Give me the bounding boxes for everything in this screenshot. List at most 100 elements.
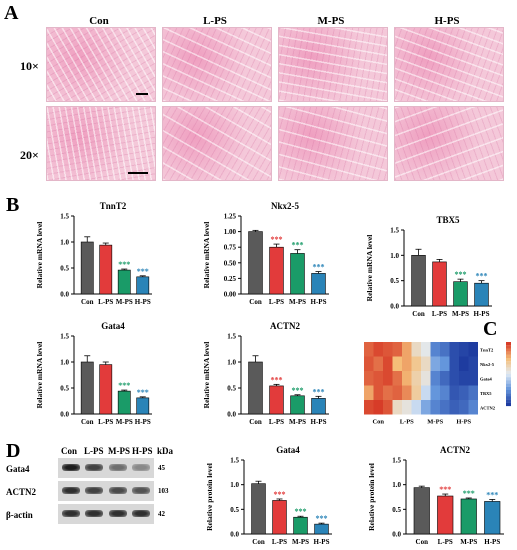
heatmap-scale-segment — [506, 370, 511, 375]
heatmap-cell — [430, 385, 440, 400]
y-tick-label: 1.0 — [60, 239, 69, 247]
x-tick-label: M-PS — [452, 310, 469, 318]
blot-band — [62, 464, 80, 471]
heatmap-cell — [440, 385, 450, 400]
y-tick-label: 0.0 — [60, 411, 69, 419]
heatmap-row-label: Nkx2-5 — [480, 362, 495, 367]
x-tick-label: Con — [412, 310, 425, 318]
western-blot: Con L-PS M-PS H-PS kDa Gata4 ACTN2 β-act… — [2, 442, 198, 532]
blot-kda-beta-actin: 42 — [158, 510, 165, 518]
bar-con — [80, 361, 94, 415]
heatmap-cell — [411, 400, 421, 415]
heatmap-scale-segment — [506, 377, 511, 381]
x-tick-label: L-PS — [438, 538, 453, 546]
heatmap-cell — [402, 400, 412, 415]
blot-band — [62, 510, 80, 517]
significance-label: *** — [463, 489, 475, 498]
histology-image-con-20x — [46, 106, 156, 181]
heatmap-cell — [430, 356, 440, 371]
chart-title: ACTN2 — [440, 445, 471, 455]
heatmap-scale-segment — [506, 390, 511, 394]
heatmap-cell — [459, 385, 469, 400]
y-axis-label: Relative mRNA level — [35, 342, 44, 409]
heatmap-cell — [364, 371, 374, 386]
bar-m-ps — [117, 269, 131, 295]
heatmap-scale-segment — [506, 354, 511, 359]
heatmap-cell — [449, 356, 459, 371]
heatmap-scale-segment — [506, 358, 511, 362]
heatmap-scale-segment — [506, 361, 511, 365]
heatmap-cell — [440, 342, 450, 357]
x-tick-label: Con — [252, 538, 265, 546]
heatmap-scale-segment — [506, 383, 511, 387]
heatmap-scale-segment — [506, 351, 511, 355]
chart-title: ACTN2 — [270, 321, 301, 331]
col-label-con: Con — [89, 15, 109, 27]
y-tick-label: 1.00 — [224, 228, 237, 236]
y-tick-label: 0.5 — [230, 506, 239, 514]
bar-m-ps — [460, 498, 477, 535]
histology-image-con-10x — [46, 27, 156, 102]
row-label-10x: 10× — [20, 59, 39, 73]
panel-label-c: C — [483, 318, 498, 340]
significance-label: *** — [118, 260, 130, 269]
bar-m-ps — [453, 281, 468, 307]
bar-con — [80, 241, 94, 295]
heatmap-scale-segment — [506, 348, 511, 352]
bar-l-ps — [272, 500, 287, 535]
y-tick-label: 1.5 — [60, 213, 69, 221]
histology-image-hps-20x — [394, 106, 504, 181]
heatmap-cell — [449, 400, 459, 415]
significance-label: *** — [137, 267, 149, 276]
significance-label: *** — [486, 490, 498, 499]
histology-image-mps-20x — [278, 106, 388, 181]
bar-h-ps — [311, 273, 326, 295]
bar-m-ps — [117, 390, 131, 415]
y-tick-label: 1.0 — [390, 252, 399, 260]
blot-lane-label-hps: H-PS — [132, 446, 153, 456]
y-tick-label: 0.75 — [224, 244, 237, 252]
significance-label: *** — [313, 387, 325, 396]
heatmap-x-label: M-PS — [427, 419, 443, 426]
significance-label: *** — [274, 490, 286, 499]
y-tick-label: 0.5 — [390, 277, 399, 285]
histology-image-lps-20x — [162, 106, 272, 181]
y-tick-label: 0.5 — [60, 385, 69, 393]
heatmap-cell — [383, 342, 393, 357]
heatmap-cell — [440, 371, 450, 386]
blot-protein-label-beta-actin: β-actin — [6, 510, 33, 520]
heatmap-cell — [468, 400, 478, 415]
bar-h-ps — [136, 397, 150, 415]
chart-title: Gata4 — [101, 321, 125, 331]
x-tick-label: M-PS — [116, 298, 133, 306]
heatmap-cell — [468, 385, 478, 400]
y-tick-label: 0.0 — [60, 291, 69, 299]
heatmap-cell — [383, 371, 393, 386]
bar-chart-gata4-protein: Gata4 Relative protein level 0.0 0.5 1.0 1.5 C… — [205, 445, 332, 546]
heatmap-cell — [421, 385, 431, 400]
heatmap-scale-segment — [506, 342, 511, 346]
blot-band — [109, 487, 127, 494]
blot-band — [85, 487, 103, 494]
heatmap-cell — [392, 356, 402, 371]
significance-label: *** — [118, 381, 130, 390]
heatmap-cell — [383, 356, 393, 371]
y-tick-label: 1.0 — [392, 481, 401, 489]
bar-con — [411, 255, 426, 307]
heatmap-scale-segment — [506, 393, 511, 397]
bar-chart-actn2-protein: ACTN2 Relative protein level 0.0 0.5 1.0 1.5 C… — [367, 445, 504, 546]
x-tick-label: L-PS — [272, 538, 287, 546]
heatmap-row-label: TBX5 — [480, 391, 492, 396]
y-tick-label: 0.0 — [392, 531, 401, 539]
heatmap-cell — [373, 371, 383, 386]
blot-kda-gata4: 45 — [158, 464, 165, 472]
x-tick-label: M-PS — [460, 538, 477, 546]
heatmap-cell — [449, 385, 459, 400]
blot-lane-label-con: Con — [61, 446, 78, 456]
bar-l-ps — [432, 261, 447, 307]
blot-kda-actn2: 103 — [158, 487, 169, 495]
blot-protein-label-actn2: ACTN2 — [6, 487, 37, 497]
significance-label: *** — [292, 241, 304, 250]
row-label-20x: 20× — [20, 148, 39, 162]
y-tick-label: 0.25 — [224, 275, 237, 283]
